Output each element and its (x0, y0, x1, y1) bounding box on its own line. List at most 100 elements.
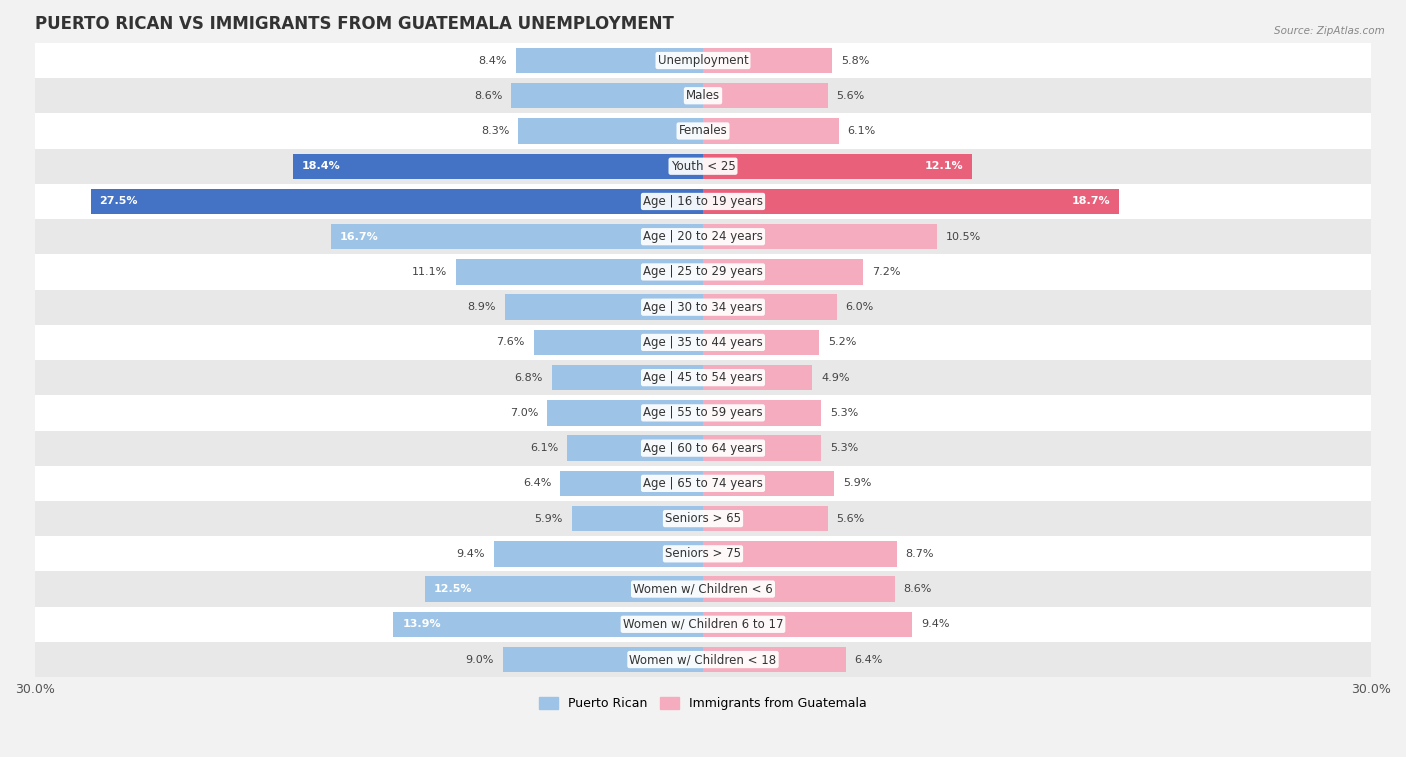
Text: Age | 16 to 19 years: Age | 16 to 19 years (643, 195, 763, 208)
Text: 6.0%: 6.0% (845, 302, 873, 312)
Bar (35, 43, 1371, 78)
Bar (35, 148, 1371, 184)
Bar (425, 576, 703, 602)
Bar (35, 431, 1371, 466)
Text: Youth < 25: Youth < 25 (671, 160, 735, 173)
Bar (35, 572, 1371, 606)
Bar (572, 506, 703, 531)
Text: 8.3%: 8.3% (481, 126, 509, 136)
Bar (502, 647, 703, 672)
Bar (703, 188, 1119, 214)
Text: 9.4%: 9.4% (921, 619, 949, 629)
Bar (35, 501, 1371, 536)
Text: 10.5%: 10.5% (946, 232, 981, 241)
Text: Women w/ Children < 6: Women w/ Children < 6 (633, 583, 773, 596)
Bar (90, 188, 703, 214)
Bar (35, 325, 1371, 360)
Text: Source: ZipAtlas.com: Source: ZipAtlas.com (1274, 26, 1385, 36)
Bar (35, 536, 1371, 572)
Bar (561, 471, 703, 496)
Text: 7.2%: 7.2% (872, 267, 901, 277)
Bar (494, 541, 703, 566)
Text: 8.9%: 8.9% (467, 302, 496, 312)
Text: 9.4%: 9.4% (457, 549, 485, 559)
Text: Age | 65 to 74 years: Age | 65 to 74 years (643, 477, 763, 490)
Bar (35, 184, 1371, 219)
Bar (703, 612, 912, 637)
Text: 18.7%: 18.7% (1071, 197, 1111, 207)
Bar (703, 224, 936, 249)
Bar (35, 395, 1371, 431)
Bar (330, 224, 703, 249)
Bar (703, 471, 834, 496)
Text: Age | 35 to 44 years: Age | 35 to 44 years (643, 336, 763, 349)
Text: Age | 30 to 34 years: Age | 30 to 34 years (643, 301, 763, 313)
Bar (505, 294, 703, 320)
Bar (703, 365, 813, 391)
Text: Age | 60 to 64 years: Age | 60 to 64 years (643, 441, 763, 455)
Text: Unemployment: Unemployment (658, 54, 748, 67)
Bar (567, 435, 703, 461)
Text: 12.1%: 12.1% (925, 161, 963, 171)
Text: 5.9%: 5.9% (844, 478, 872, 488)
Text: Females: Females (679, 124, 727, 138)
Text: Age | 20 to 24 years: Age | 20 to 24 years (643, 230, 763, 243)
Bar (35, 114, 1371, 148)
Bar (703, 154, 973, 179)
Text: 27.5%: 27.5% (100, 197, 138, 207)
Bar (703, 435, 821, 461)
Bar (35, 290, 1371, 325)
Bar (516, 48, 703, 73)
Text: Women w/ Children < 18: Women w/ Children < 18 (630, 653, 776, 666)
Bar (394, 612, 703, 637)
Text: Seniors > 65: Seniors > 65 (665, 512, 741, 525)
Text: 8.6%: 8.6% (904, 584, 932, 594)
Bar (703, 83, 828, 108)
Bar (703, 541, 897, 566)
Text: 6.8%: 6.8% (515, 372, 543, 382)
Text: 7.0%: 7.0% (510, 408, 538, 418)
Text: 5.3%: 5.3% (830, 408, 858, 418)
Bar (703, 506, 828, 531)
Bar (456, 259, 703, 285)
Bar (35, 466, 1371, 501)
Text: 4.9%: 4.9% (821, 372, 849, 382)
Bar (703, 259, 863, 285)
Text: 7.6%: 7.6% (496, 338, 524, 347)
Text: 5.3%: 5.3% (830, 443, 858, 453)
Text: 6.1%: 6.1% (848, 126, 876, 136)
Text: 18.4%: 18.4% (302, 161, 340, 171)
Text: PUERTO RICAN VS IMMIGRANTS FROM GUATEMALA UNEMPLOYMENT: PUERTO RICAN VS IMMIGRANTS FROM GUATEMAL… (35, 15, 673, 33)
Bar (35, 219, 1371, 254)
Text: Age | 55 to 59 years: Age | 55 to 59 years (643, 407, 763, 419)
Bar (703, 48, 832, 73)
Bar (534, 330, 703, 355)
Text: 8.4%: 8.4% (478, 55, 508, 66)
Text: Age | 25 to 29 years: Age | 25 to 29 years (643, 266, 763, 279)
Bar (551, 365, 703, 391)
Bar (703, 294, 837, 320)
Text: 5.8%: 5.8% (841, 55, 869, 66)
Text: 5.6%: 5.6% (837, 91, 865, 101)
Text: 8.7%: 8.7% (905, 549, 934, 559)
Text: 12.5%: 12.5% (433, 584, 472, 594)
Text: 5.2%: 5.2% (828, 338, 856, 347)
Text: 5.6%: 5.6% (837, 513, 865, 524)
Text: Women w/ Children 6 to 17: Women w/ Children 6 to 17 (623, 618, 783, 631)
Bar (35, 606, 1371, 642)
Bar (547, 400, 703, 425)
Bar (512, 83, 703, 108)
Bar (703, 118, 839, 144)
Text: Age | 45 to 54 years: Age | 45 to 54 years (643, 371, 763, 384)
Bar (703, 576, 894, 602)
Text: 5.9%: 5.9% (534, 513, 562, 524)
Text: Seniors > 75: Seniors > 75 (665, 547, 741, 560)
Text: 6.1%: 6.1% (530, 443, 558, 453)
Bar (703, 330, 818, 355)
Bar (35, 642, 1371, 678)
Text: 6.4%: 6.4% (523, 478, 551, 488)
Text: 8.6%: 8.6% (474, 91, 502, 101)
Legend: Puerto Rican, Immigrants from Guatemala: Puerto Rican, Immigrants from Guatemala (534, 693, 872, 715)
Text: 16.7%: 16.7% (340, 232, 378, 241)
Bar (703, 400, 821, 425)
